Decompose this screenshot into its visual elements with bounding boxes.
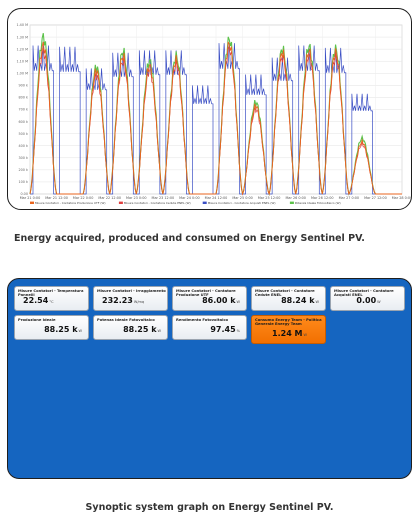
tile-rendimento-fotovoltaico[interactable]: Rendimento Fotovoltaico 97.45% bbox=[172, 315, 247, 340]
tile-title: Rendimento Fotovoltaico bbox=[176, 318, 229, 322]
series-line-produzione-utf bbox=[29, 41, 402, 196]
y-tick-label: 700 k bbox=[18, 108, 28, 112]
y-tick-label: 900 k bbox=[18, 84, 28, 88]
legend-entry: Misure Contatori - Contatore Acquisti EN… bbox=[208, 201, 276, 205]
legend-entry: Potenza Ideale Fotovoltaico (W) bbox=[295, 201, 341, 205]
tile-value: 232.23W/mq bbox=[102, 296, 145, 305]
y-tick-label: 600 k bbox=[18, 120, 28, 124]
x-tick-label: Mar 21 0:00 bbox=[20, 196, 40, 200]
tile-contatore-cedute-enel[interactable]: Misure Contatori - Contatore Cedute ENEL… bbox=[251, 286, 326, 311]
tile-title: Misure Contatori - Irraggiamento bbox=[97, 289, 166, 293]
legend-swatch bbox=[202, 201, 207, 204]
chart-caption: Energy acquired, produced and consumed o… bbox=[14, 233, 365, 244]
tile-value: 0.00W bbox=[356, 296, 381, 305]
y-tick-label: 800 k bbox=[18, 96, 28, 100]
y-tick-label: 300 k bbox=[18, 156, 28, 160]
x-tick-label: Mar 23 12:00 bbox=[152, 196, 175, 200]
energy-line-chart: 0.00 100 k 200 k 300 k 400 k 500 k 600 k 700 k 8… bbox=[16, 23, 412, 205]
x-tick-label: Mar 22 0:00 bbox=[73, 196, 93, 200]
tile-value: 88.24 kW bbox=[281, 296, 319, 305]
legend-entry: Misure Contatori - Contatore Produzione … bbox=[35, 201, 105, 205]
x-tick-label: Mar 22 12:00 bbox=[98, 196, 121, 200]
legend-entry: Misure Contatori - Contatore Cedute ENEL… bbox=[124, 201, 191, 205]
tile-contatore-acquisti-enel[interactable]: Misure Contatori - Contatore Acquisti EN… bbox=[330, 286, 405, 311]
x-tick-label: Mar 28 0:00 bbox=[392, 196, 412, 200]
y-tick-label: 1.40 M bbox=[16, 23, 28, 27]
tile-value: 22.54°C bbox=[23, 296, 54, 305]
x-tick-label: Mar 26 12:00 bbox=[311, 196, 334, 200]
energy-chart-panel: 0.00 100 k 200 k 300 k 400 k 500 k 600 k 700 k 8… bbox=[7, 8, 412, 210]
tile-title: Misure Contatori - Contatore Acquisti EN… bbox=[334, 289, 394, 297]
synoptic-panel: Misure Contatori - Temperatura Pannelli … bbox=[7, 278, 412, 479]
x-tick-label: Mar 23 0:00 bbox=[126, 196, 146, 200]
series-line-acquisti-enel bbox=[30, 43, 402, 195]
tile-title: Produzione Ideale bbox=[18, 318, 56, 322]
legend-swatch bbox=[289, 201, 294, 204]
tile-irraggiamento[interactable]: Misure Contatori - Irraggiamento 232.23W… bbox=[93, 286, 168, 311]
y-tick-label: 100 k bbox=[18, 180, 28, 184]
tile-title: Consumo Energy Team - Politica Generale … bbox=[255, 318, 322, 326]
y-tick-label: 500 k bbox=[18, 132, 28, 136]
y-tick-label: 400 k bbox=[18, 144, 28, 148]
legend-swatch bbox=[118, 201, 123, 204]
y-tick-label: 1.20 M bbox=[16, 47, 28, 51]
x-tick-label: Mar 27 12:00 bbox=[364, 196, 387, 200]
tile-value: 1.24 MW bbox=[272, 329, 307, 338]
x-tick-label: Mar 25 0:00 bbox=[232, 196, 252, 200]
tile-temperatura-pannelli[interactable]: Misure Contatori - Temperatura Pannelli … bbox=[14, 286, 89, 311]
x-tick-label: Mar 25 12:00 bbox=[258, 196, 281, 200]
tile-contatore-produzione-utf[interactable]: Misure Contatori - Contatore Produzione … bbox=[172, 286, 247, 311]
x-tick-label: Mar 24 12:00 bbox=[205, 196, 228, 200]
tile-title: Potenza Ideale Fotovoltaico bbox=[97, 318, 155, 322]
legend-swatch bbox=[30, 201, 34, 204]
y-tick-label: 1.30 M bbox=[16, 35, 28, 39]
tile-title: Misure Contatori - Contatore Produzione … bbox=[176, 289, 236, 297]
tile-produzione-ideale[interactable]: Produzione Ideale 88.25 kW bbox=[14, 315, 89, 340]
tile-value: 86.00 kW bbox=[202, 296, 240, 305]
y-tick-label: 200 k bbox=[18, 168, 28, 172]
y-tick-label: 1.10 M bbox=[16, 59, 28, 63]
y-tick-label: 1.00 M bbox=[16, 71, 28, 75]
tile-value: 88.25 kW bbox=[123, 325, 161, 334]
tile-title: Misure Contatori - Contatore Cedute ENEL bbox=[255, 289, 315, 297]
tile-value: 97.45% bbox=[210, 325, 240, 334]
tile-potenza-ideale-fotovoltaico[interactable]: Potenza Ideale Fotovoltaico 88.25 kW bbox=[93, 315, 168, 340]
x-tick-label: Mar 27 0:00 bbox=[339, 196, 359, 200]
y-tick-label: 0.00 bbox=[20, 192, 28, 196]
synoptic-caption: Synoptic system graph on Energy Sentinel… bbox=[85, 502, 334, 513]
x-tick-label: Mar 21 12:00 bbox=[45, 196, 68, 200]
tile-value: 88.25 kW bbox=[44, 325, 82, 334]
tile-consumo-energy-team[interactable]: Consumo Energy Team - Politica Generale … bbox=[251, 315, 326, 344]
x-tick-label: Mar 26 0:00 bbox=[285, 196, 305, 200]
tile-title: Misure Contatori - Temperatura Pannelli bbox=[18, 289, 84, 297]
x-tick-label: Mar 24 0:00 bbox=[179, 196, 199, 200]
